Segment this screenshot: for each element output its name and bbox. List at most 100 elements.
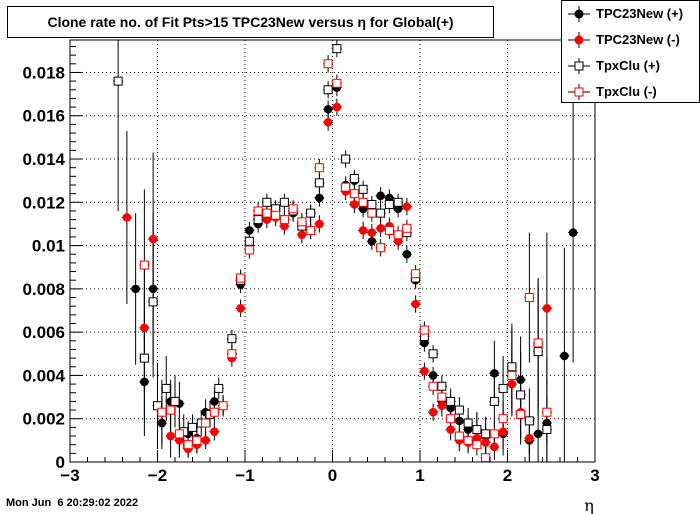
- data-point: [253, 215, 263, 225]
- data-point: [166, 431, 175, 441]
- data-point: [402, 202, 412, 211]
- data-point: [446, 414, 456, 424]
- data-point: [210, 397, 219, 406]
- data-point: [376, 191, 385, 201]
- y-tick-label: 0: [56, 453, 65, 472]
- data-point: [236, 273, 246, 283]
- data-point: [288, 204, 298, 214]
- x-tick-label: 2: [503, 466, 512, 485]
- data-point: [245, 226, 254, 235]
- data-point: [244, 245, 254, 255]
- data-point: [323, 104, 333, 114]
- x-tick-label: −2: [148, 466, 167, 485]
- data-point: [236, 304, 245, 313]
- data-point: [279, 197, 289, 207]
- data-point: [481, 429, 491, 439]
- data-point: [350, 200, 359, 209]
- x-tick-label: −1: [235, 466, 254, 485]
- data-point: [341, 154, 351, 164]
- data-point: [367, 199, 377, 209]
- data-point: [463, 418, 473, 428]
- x-axis-label: η: [584, 496, 594, 514]
- data-point: [367, 208, 377, 218]
- data-point: [420, 366, 429, 376]
- data-point: [568, 228, 578, 237]
- data-point: [454, 431, 464, 441]
- error-bars: [113, 40, 579, 462]
- data-point: [384, 225, 394, 235]
- data-point: [454, 405, 464, 415]
- chart-title-box: Clone rate no. of Fit Pts>15 TPC23New ve…: [7, 6, 494, 38]
- data-point: [131, 284, 140, 294]
- y-tick-label: 0.016: [22, 107, 65, 126]
- data-point: [358, 184, 368, 194]
- axes: −3 −2 −1 0 1 2 3 0 0.002 0.004 0.006 0.008 0.01 0.012…: [22, 39, 600, 485]
- y-tick-label: 0.002: [22, 410, 65, 429]
- data-point: [170, 396, 180, 406]
- x-tick-label: 0: [328, 466, 337, 485]
- y-tick-label: 0.014: [22, 150, 65, 169]
- data-point: [507, 379, 517, 389]
- chart-title: Clone rate no. of Fit Pts>15 TPC23New ve…: [47, 14, 454, 30]
- data-point: [402, 249, 412, 259]
- data-point: [148, 234, 158, 244]
- data-point: [306, 225, 316, 235]
- data-point: [166, 405, 176, 415]
- y-tick-label: 0.008: [22, 280, 65, 299]
- legend-entry-tpxclu-plus: TpxClu (+): [562, 53, 700, 78]
- data-point: [358, 226, 368, 235]
- data-point: [218, 401, 228, 411]
- legend-label: TPC23New (-): [596, 32, 680, 47]
- data-point: [227, 334, 237, 344]
- data-point: [157, 407, 167, 417]
- data-point: [428, 349, 438, 359]
- data-point: [490, 368, 499, 378]
- timestamp: Mon Jun 6 20:29:02 2022: [6, 497, 139, 509]
- data-point: [157, 418, 167, 428]
- data-point: [516, 375, 525, 385]
- y-tick-label: 0.006: [22, 323, 65, 342]
- legend-entry-tpxclu-minus: TpxClu (-): [562, 79, 700, 104]
- data-point: [384, 199, 394, 209]
- data-point: [297, 217, 307, 227]
- data-point: [201, 436, 210, 445]
- data-point: [481, 438, 490, 447]
- data-point: [455, 416, 464, 426]
- data-point: [314, 163, 324, 173]
- data-point: [489, 429, 499, 439]
- data-point: [507, 370, 517, 380]
- data-point: [533, 338, 543, 348]
- series-1: [122, 102, 552, 454]
- data-point: [262, 208, 272, 218]
- data-point: [332, 78, 342, 88]
- data-point: [227, 349, 237, 359]
- data-point: [367, 228, 377, 237]
- legend-marker-filled-black: [568, 6, 590, 22]
- y-tick-label: 0.012: [22, 193, 65, 212]
- data-point: [446, 425, 455, 434]
- legend-label: TPC23New (+): [596, 6, 684, 21]
- data-point: [498, 383, 508, 393]
- data-point: [437, 401, 447, 411]
- data-point: [314, 178, 324, 188]
- data-point: [271, 210, 281, 220]
- data-point: [446, 396, 456, 406]
- data-point: [139, 260, 149, 270]
- data-point: [201, 418, 211, 428]
- data-point: [262, 197, 272, 207]
- data-point: [437, 392, 447, 402]
- legend-entry-tpc23new-plus: TPC23New (+): [562, 1, 700, 26]
- data-point: [525, 433, 534, 443]
- data-point: [183, 440, 193, 450]
- data-point: [507, 362, 517, 372]
- data-point: [279, 215, 289, 225]
- data-point: [332, 102, 342, 112]
- data-point: [358, 197, 368, 207]
- data-markers: [113, 44, 578, 463]
- y-tick-label: 0.01: [32, 237, 65, 256]
- y-tick-label: 0.004: [22, 366, 65, 385]
- data-point: [542, 425, 552, 435]
- data-point: [209, 407, 219, 417]
- x-tick-label: 1: [415, 466, 424, 485]
- data-point: [332, 44, 342, 54]
